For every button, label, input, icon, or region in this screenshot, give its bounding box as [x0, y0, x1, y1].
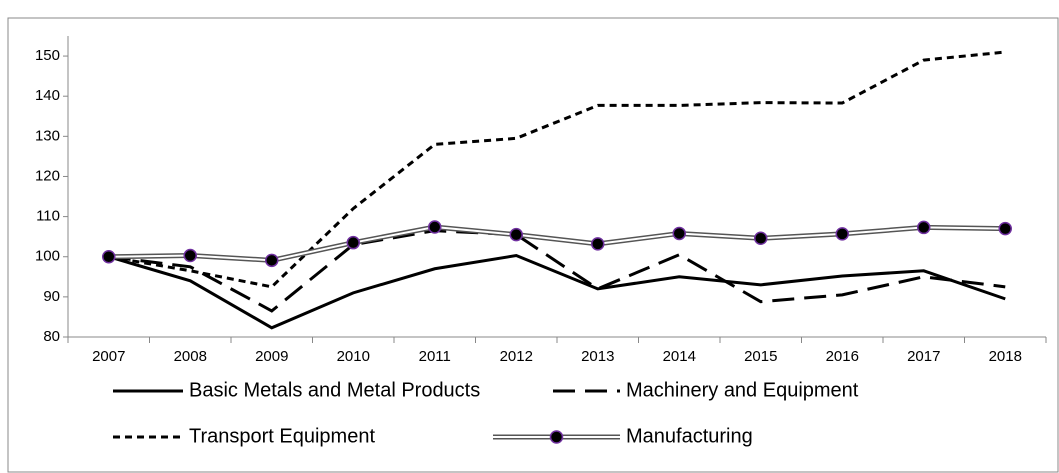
x-tick-label: 2016 — [826, 348, 859, 365]
x-tick-label: 2008 — [174, 348, 207, 365]
x-tick-label: 2007 — [92, 348, 125, 365]
x-tick-label: 2012 — [500, 348, 533, 365]
x-tick-label: 2010 — [337, 348, 370, 365]
y-tick-label: 140 — [35, 87, 60, 104]
point — [591, 237, 605, 251]
series-line — [108, 50, 1006, 289]
point — [265, 253, 279, 268]
y-tick-label: 110 — [36, 208, 60, 225]
series-line — [108, 229, 1006, 313]
x-tick-label: 2018 — [989, 348, 1022, 365]
point — [428, 220, 442, 234]
x-tick-label: 2014 — [663, 348, 696, 365]
point — [102, 249, 116, 264]
legend-label: Transport Equipment — [189, 425, 375, 447]
point — [998, 221, 1012, 236]
x-tick-label: 2015 — [744, 348, 777, 365]
series-line — [108, 253, 1006, 330]
y-tick-label: 130 — [35, 127, 60, 144]
point — [672, 226, 686, 241]
y-tick-label: 90 — [43, 288, 60, 305]
point — [509, 227, 523, 242]
y-tick-label: 150 — [35, 47, 60, 64]
point — [346, 235, 360, 250]
x-tick-label: 2011 — [419, 348, 451, 365]
x-tick-label: 2017 — [907, 348, 940, 365]
y-tick-label: 80 — [43, 328, 60, 345]
x-tick-label: 2009 — [255, 348, 288, 365]
y-tick-label: 100 — [35, 248, 60, 265]
legend-label: Basic Metals and Metal Products — [189, 379, 480, 401]
series-line-inner — [108, 226, 1006, 262]
point — [183, 248, 197, 263]
y-tick-label: 120 — [35, 167, 60, 184]
x-tick-label: 2013 — [581, 348, 614, 365]
point — [754, 231, 768, 246]
point — [917, 220, 931, 235]
legend-marker — [549, 430, 564, 444]
point — [835, 227, 849, 241]
legend-label: Manufacturing — [626, 425, 753, 447]
legend-label: Machinery and Equipment — [626, 379, 859, 401]
